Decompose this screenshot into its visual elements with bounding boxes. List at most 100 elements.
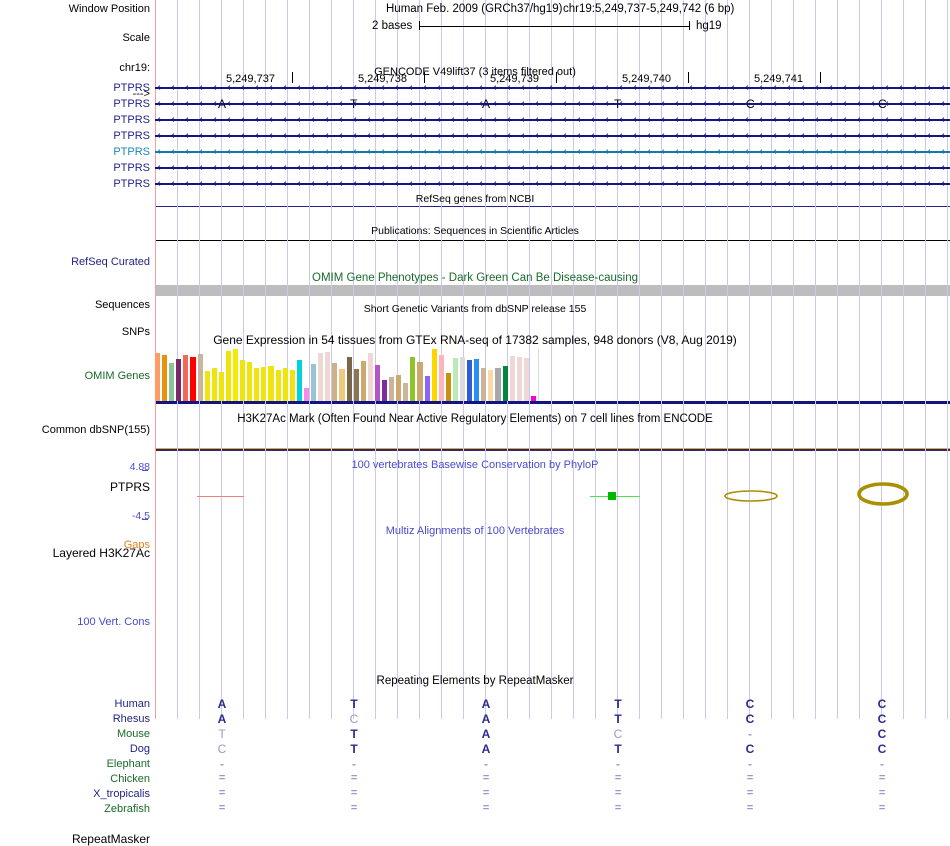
gtex-tissue-bar[interactable] — [289, 370, 295, 401]
ruler-tick — [820, 72, 821, 83]
alignment-base: = — [218, 803, 226, 815]
gtex-tissue-bar[interactable] — [509, 356, 515, 401]
gtex-tissue-bar[interactable] — [488, 370, 494, 401]
gtex-tissue-bar[interactable] — [445, 373, 451, 401]
species-label[interactable]: Zebrafish — [104, 803, 150, 815]
sequences-feature-line[interactable] — [155, 240, 950, 241]
gencode-gene-label[interactable]: PTPRS — [0, 98, 150, 110]
gencode-gene-label[interactable]: PTPRS — [0, 82, 150, 94]
omim-label[interactable]: OMIM Genes — [84, 370, 150, 382]
dbsnp-label[interactable]: Common dbSNP(155) — [41, 424, 150, 436]
gtex-tissue-bar[interactable] — [155, 353, 161, 401]
alignment-base: C — [877, 742, 887, 756]
gencode-track-title: GENCODE V49lift37 (3 items filtered out) — [374, 66, 576, 78]
gtex-tissue-bar[interactable] — [162, 355, 168, 401]
refseq-feature-line[interactable] — [155, 206, 950, 207]
gtex-tissue-bar[interactable] — [240, 360, 246, 401]
gtex-tissue-bar[interactable] — [417, 362, 423, 401]
gtex-tissue-bar[interactable] — [218, 372, 224, 401]
alignment-base: T — [614, 697, 622, 711]
gtex-tissue-bar[interactable] — [360, 361, 366, 401]
gtex-tissue-bar[interactable] — [275, 370, 281, 401]
gtex-tissue-bar[interactable] — [176, 359, 182, 401]
gtex-tissue-bar[interactable] — [410, 357, 416, 401]
omim-gene-bar[interactable] — [155, 285, 950, 296]
gtex-tissue-bar[interactable] — [282, 368, 288, 401]
gtex-tissue-bar[interactable] — [353, 369, 359, 401]
species-label[interactable]: Rhesus — [112, 713, 150, 725]
gtex-tissue-bar[interactable] — [452, 358, 458, 401]
gtex-tissue-bar[interactable] — [438, 355, 444, 401]
species-label[interactable]: Human — [114, 698, 150, 710]
gtex-tissue-bar[interactable] — [169, 363, 175, 401]
gtex-tissue-bar[interactable] — [523, 358, 529, 401]
gtex-tissue-bar[interactable] — [431, 349, 437, 401]
gencode-transcript-line[interactable]: ← ← ← ← ← ← ← ← ← ← ← ← ← ← ← ← ← ← ← ← ← ← ← ← ← ← ← ← ← ← ← ← ← ← ← ← ← ← ← ←… — [155, 145, 950, 158]
gencode-transcript-line[interactable]: ← ← ← ← ← ← ← ← ← ← ← ← ← ← ← ← ← ← ← ← ← ← ← ← ← ← ← ← ← ← ← ← ← ← ← ← ← ← ← ←… — [155, 177, 950, 190]
gencode-transcript-line[interactable]: ← ← ← ← ← ← ← ← ← ← ← ← ← ← ← ← ← ← ← ← ← ← ← ← ← ← ← ← ← ← ← ← ← ← ← ← ← ← ← ←… — [155, 129, 950, 142]
gtex-label[interactable]: PTPRS — [109, 480, 150, 494]
alignment-base: - — [352, 757, 356, 771]
gtex-tissue-bar[interactable] — [190, 357, 196, 401]
gtex-tissue-bar[interactable] — [367, 353, 373, 401]
gtex-tissue-bar[interactable] — [346, 357, 352, 401]
gtex-tissue-bar[interactable] — [374, 365, 380, 401]
gencode-transcript-line[interactable]: ← ← ← ← ← ← ← ← ← ← ← ← ← ← ← ← ← ← ← ← ← ← ← ← ← ← ← ← ← ← ← ← ← ← ← ← ← ← ← ←… — [155, 113, 950, 126]
species-label[interactable]: X_tropicalis — [93, 788, 150, 800]
gtex-tissue-bar[interactable] — [211, 368, 217, 401]
gtex-tissue-bar[interactable] — [183, 355, 189, 401]
gtex-tissue-bar[interactable] — [261, 367, 267, 401]
snps-label[interactable]: SNPs — [121, 326, 150, 338]
conservation-data-marks[interactable] — [0, 455, 950, 525]
gtex-tissue-bar[interactable] — [325, 352, 331, 401]
refseq-label[interactable]: RefSeq Curated — [71, 256, 150, 268]
gtex-tissue-bar[interactable] — [474, 359, 480, 401]
conservation-label[interactable]: 100 Vert. Cons — [77, 616, 150, 628]
gtex-tissue-bar[interactable] — [381, 380, 388, 401]
ruler-position: 5,249,738 — [358, 73, 407, 85]
gencode-gene-label[interactable]: PTPRS — [0, 162, 150, 174]
gtex-tissue-bar[interactable] — [225, 351, 232, 401]
gtex-tissue-bar[interactable] — [396, 375, 402, 401]
gtex-tissue-bar[interactable] — [197, 354, 203, 401]
window-coordinates: chr19:5,249,737-5,249,742 (6 bp) — [563, 3, 735, 15]
gtex-tissue-bar[interactable] — [332, 363, 338, 401]
gtex-tissue-bar[interactable] — [311, 364, 317, 401]
gtex-tissue-bar[interactable] — [233, 349, 239, 401]
gtex-tissue-bar[interactable] — [481, 368, 487, 401]
gtex-tissue-bar[interactable] — [247, 362, 253, 401]
gencode-transcript-line[interactable]: ← ← ← ← ← ← ← ← ← ← ← ← ← ← ← ← ← ← ← ← ← ← ← ← ← ← ← ← ← ← ← ← ← ← ← ← ← ← ← ←… — [155, 97, 950, 110]
gtex-tissue-bar[interactable] — [254, 368, 260, 401]
gtex-tissue-bar[interactable] — [303, 388, 310, 401]
gencode-gene-label[interactable]: PTPRS — [0, 130, 150, 142]
gtex-tissue-bar[interactable] — [268, 366, 274, 401]
gencode-transcript-line[interactable]: ← ← ← ← ← ← ← ← ← ← ← ← ← ← ← ← ← ← ← ← ← ← ← ← ← ← ← ← ← ← ← ← ← ← ← ← ← ← ← ←… — [155, 161, 950, 174]
species-label[interactable]: Dog — [129, 743, 150, 755]
gtex-tissue-bar[interactable] — [389, 377, 395, 401]
gtex-tissue-bar[interactable] — [530, 396, 537, 401]
gencode-gene-label[interactable]: PTPRS — [0, 178, 150, 190]
gtex-tissue-bar[interactable] — [495, 368, 501, 401]
gtex-tissue-bar[interactable] — [467, 360, 473, 401]
gencode-gene-label[interactable]: PTPRS — [0, 114, 150, 126]
gtex-tissue-bar[interactable] — [424, 376, 430, 401]
gtex-tissue-bar[interactable] — [516, 357, 522, 401]
repeatmasker-label[interactable]: RepeatMasker — [71, 832, 150, 846]
alignment-base: C — [745, 742, 755, 756]
gtex-tissue-bar[interactable] — [403, 383, 409, 401]
gtex-tissue-bar[interactable] — [296, 360, 302, 401]
species-label[interactable]: Elephant — [106, 758, 150, 770]
sequences-label[interactable]: Sequences — [94, 299, 150, 311]
gtex-tissue-bar[interactable] — [318, 353, 324, 401]
gtex-bar-chart[interactable] — [0, 349, 950, 405]
gencode-transcript-line[interactable]: ← ← ← ← ← ← ← ← ← ← ← ← ← ← ← ← ← ← ← ← ← ← ← ← ← ← ← ← ← ← ← ← ← ← ← ← ← ← ← ←… — [155, 81, 950, 94]
gtex-tissue-bar[interactable] — [339, 369, 345, 401]
species-label[interactable]: Mouse — [116, 728, 150, 740]
gtex-tissue-bar[interactable] — [204, 371, 210, 401]
h3k27ac-label[interactable]: Layered H3K27Ac — [52, 546, 150, 560]
gtex-tissue-bar[interactable] — [502, 366, 508, 401]
species-label[interactable]: Chicken — [110, 773, 150, 785]
gencode-gene-label[interactable]: PTPRS — [0, 146, 150, 158]
gaps-label[interactable]: Gaps — [123, 539, 150, 551]
gtex-tissue-bar[interactable] — [459, 357, 466, 401]
